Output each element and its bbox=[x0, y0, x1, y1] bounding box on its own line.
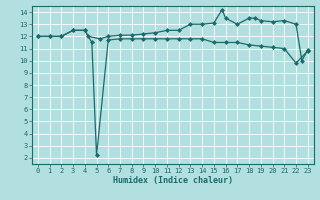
X-axis label: Humidex (Indice chaleur): Humidex (Indice chaleur) bbox=[113, 176, 233, 185]
